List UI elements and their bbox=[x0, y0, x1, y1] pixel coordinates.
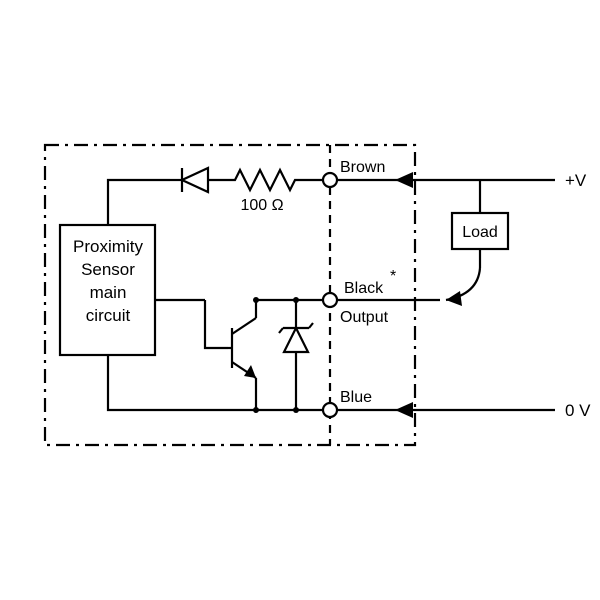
resistor bbox=[225, 170, 323, 190]
node-black bbox=[323, 293, 337, 307]
black-star: * bbox=[390, 268, 396, 285]
arrow-blue bbox=[395, 402, 413, 418]
output-label: Output bbox=[340, 309, 389, 326]
circuit-diagram: Proximity Sensor main circuit 100 Ω Load… bbox=[0, 0, 600, 600]
plus-v-label: +V bbox=[565, 171, 587, 190]
diode bbox=[170, 168, 225, 192]
zero-v-label: 0 V bbox=[565, 401, 591, 420]
load-arrow-curve bbox=[446, 268, 480, 300]
blue-label: Blue bbox=[340, 389, 372, 406]
wire-top bbox=[108, 180, 170, 225]
wire-bottom bbox=[108, 355, 323, 410]
block-text-1: Proximity bbox=[73, 237, 143, 256]
wire-base bbox=[205, 300, 228, 348]
block-text-3: main bbox=[90, 283, 127, 302]
resistor-label: 100 Ω bbox=[240, 197, 283, 214]
arrow-brown bbox=[395, 172, 413, 188]
node-dot-1 bbox=[293, 297, 299, 303]
block-text-2: Sensor bbox=[81, 260, 135, 279]
transistor bbox=[228, 300, 256, 410]
node-dot-2 bbox=[253, 297, 259, 303]
node-blue bbox=[323, 403, 337, 417]
zener-diode bbox=[279, 300, 313, 410]
node-brown bbox=[323, 173, 337, 187]
black-label: Black bbox=[344, 280, 384, 297]
load-arrow-head bbox=[446, 291, 462, 306]
load-label: Load bbox=[462, 224, 498, 241]
brown-label: Brown bbox=[340, 159, 385, 176]
block-text-4: circuit bbox=[86, 306, 131, 325]
